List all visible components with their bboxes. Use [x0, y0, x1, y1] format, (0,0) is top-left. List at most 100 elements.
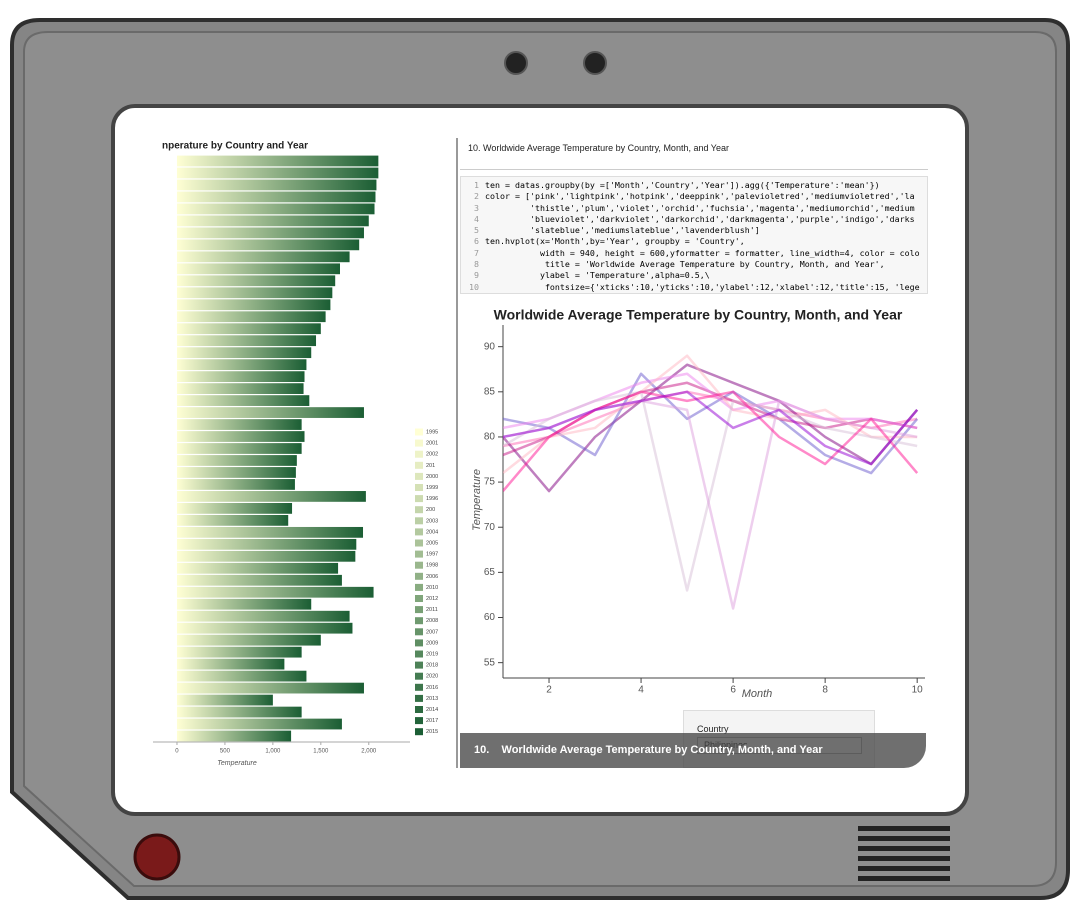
legend-label: 200: [426, 507, 435, 513]
bar: [176, 634, 321, 646]
bar: [176, 562, 339, 574]
legend-label: 2018: [426, 663, 438, 669]
legend-label: 2016: [426, 685, 438, 691]
bar: [176, 155, 379, 167]
code-line: 2 color = ['pink','lightpink','hotpink','…: [461, 191, 927, 202]
bar: [176, 610, 350, 622]
legend-swatch: [415, 539, 423, 547]
x-axis-label: Month: [742, 688, 773, 700]
bar: [176, 694, 273, 706]
camera: [504, 51, 528, 75]
line-series: [503, 390, 918, 592]
bar: [176, 167, 379, 179]
y-tick-label: 55: [484, 657, 496, 668]
legend-swatch: [415, 639, 423, 647]
y-tick-label: 90: [484, 341, 496, 352]
legend-label: 2004: [426, 529, 438, 535]
bar: [176, 550, 356, 562]
line-number: 7: [474, 247, 479, 258]
code-line: 10 fontsize={'xticks':10,'yticks':10,'yl…: [461, 282, 927, 293]
y-axis-label: Temperature: [471, 469, 483, 531]
legend-label: 1995: [426, 429, 438, 435]
legend-label: 2015: [426, 729, 438, 735]
legend-label: 2006: [426, 574, 438, 580]
legend-label: 2014: [426, 707, 438, 713]
bar: [176, 658, 285, 670]
y-tick-label: 70: [484, 522, 496, 533]
legend-label: 2003: [426, 518, 438, 524]
legend-label: 2007: [426, 629, 438, 635]
code-text: ten = datas.groupby(by =['Month','Countr…: [485, 180, 880, 190]
x-tick-label: 10: [912, 685, 924, 696]
y-tick-label: 80: [484, 432, 496, 443]
bar: [176, 491, 366, 502]
line-number: 9: [474, 270, 479, 281]
bar: [176, 467, 296, 478]
legend-box: [412, 425, 452, 742]
code-line: 4 'blueviolet','darkviolet','darkorchid'…: [461, 214, 927, 225]
bar: [176, 526, 364, 538]
code-text: 'slateblue','mediumslateblue','lavenderb…: [485, 225, 760, 236]
bar: [176, 514, 289, 526]
legend-swatch: [415, 572, 423, 580]
legend-swatch: [415, 450, 423, 458]
code-text: color = ['pink','lightpink','hotpink','d…: [485, 191, 915, 202]
code-line: 3 'thistle','plum','violet','orchid','fu…: [461, 203, 927, 214]
bar: [176, 275, 336, 287]
code-line: 9 ylabel = 'Temperature',alpha=0.5,\: [461, 270, 927, 281]
code-line: 7 width = 940, height = 600,yformatter =…: [461, 248, 927, 259]
bar: [176, 371, 305, 383]
legend-swatch: [415, 728, 423, 736]
legend-label: 2009: [426, 640, 438, 646]
legend-label: 2010: [426, 585, 438, 591]
x-tick-label: 2: [546, 685, 552, 696]
bar: [176, 299, 331, 311]
legend-swatch: [415, 428, 423, 436]
power-button[interactable]: [133, 833, 181, 881]
widget-label: Country: [697, 724, 729, 734]
x-tick-label: 500: [220, 749, 231, 755]
code-text: title = 'Worldwide Average Temperature b…: [485, 259, 885, 270]
line-series: [503, 390, 919, 492]
bar: [176, 622, 353, 634]
code-text: ylabel = 'Temperature',alpha=0.5,\: [485, 270, 710, 281]
legend-swatch: [415, 495, 423, 503]
legend-swatch: [415, 439, 423, 447]
x-axis-label: Temperature: [217, 760, 257, 767]
x-tick-label: 8: [822, 685, 828, 696]
legend-swatch: [415, 472, 423, 480]
legend-swatch: [415, 617, 423, 625]
legend-swatch: [415, 517, 423, 525]
bar: [176, 395, 310, 406]
code-line: 8 title = 'Worldwide Average Temperature…: [461, 259, 927, 270]
legend-swatch: [415, 694, 423, 702]
bar: [176, 646, 302, 658]
lines: [503, 354, 919, 610]
legend-swatch: [415, 595, 423, 602]
legend-swatch: [415, 506, 423, 514]
legend-swatch: [415, 550, 423, 558]
code-line: 1 ten = datas.groupby(by =['Month','Count…: [461, 180, 927, 191]
line-number: 4: [474, 213, 479, 224]
bar: [176, 239, 360, 251]
legend-label: 2013: [426, 696, 438, 702]
bar: [176, 503, 293, 514]
x-tick-label: 4: [638, 685, 644, 696]
chart-title: Worldwide Average Temperature by Country…: [494, 307, 903, 323]
legend-swatch: [415, 606, 423, 614]
bar: [176, 431, 305, 442]
line-number: 8: [474, 259, 479, 270]
code-text: 'thistle','plum','violet','orchid','fuch…: [485, 202, 915, 213]
legend-label: 1997: [426, 552, 438, 558]
bar: [176, 215, 369, 227]
legend-label: 2005: [426, 540, 438, 546]
bar: [176, 479, 295, 490]
bar: [176, 730, 292, 742]
legend-label: 2020: [426, 674, 438, 680]
legend-swatch: [415, 706, 423, 713]
line-number: 10: [469, 281, 479, 292]
bar: [176, 670, 307, 682]
line-series: [503, 390, 919, 466]
code-line: 6 ten.hvplot(x='Month',by='Year', groupby…: [461, 236, 927, 247]
